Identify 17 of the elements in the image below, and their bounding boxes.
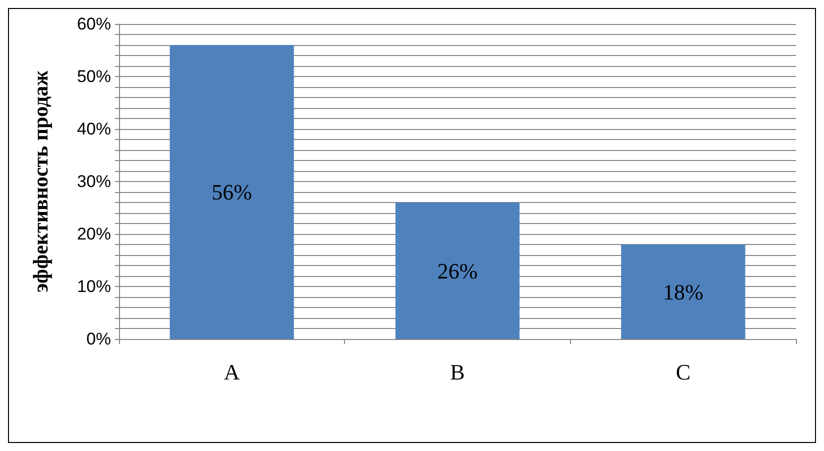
bar	[170, 45, 294, 339]
data-label: 26%	[437, 258, 478, 284]
y-tick-label: 40%	[76, 120, 111, 138]
x-tick-label: B	[450, 360, 465, 384]
y-tick-label: 60%	[76, 14, 111, 34]
y-tick-label: 20%	[76, 224, 111, 244]
data-label: 18%	[663, 279, 704, 304]
y-axis-title: эффективность продаж	[28, 70, 52, 292]
bar	[395, 202, 520, 339]
y-tick-label: 0%	[86, 330, 111, 348]
x-tick-label: C	[676, 360, 691, 384]
x-tick-label: A	[224, 360, 240, 384]
bar	[621, 244, 746, 339]
y-tick-label: 50%	[76, 67, 111, 86]
data-label: 56%	[212, 180, 252, 204]
y-tick-label: 10%	[76, 277, 111, 296]
y-tick-label: 30%	[76, 172, 111, 191]
